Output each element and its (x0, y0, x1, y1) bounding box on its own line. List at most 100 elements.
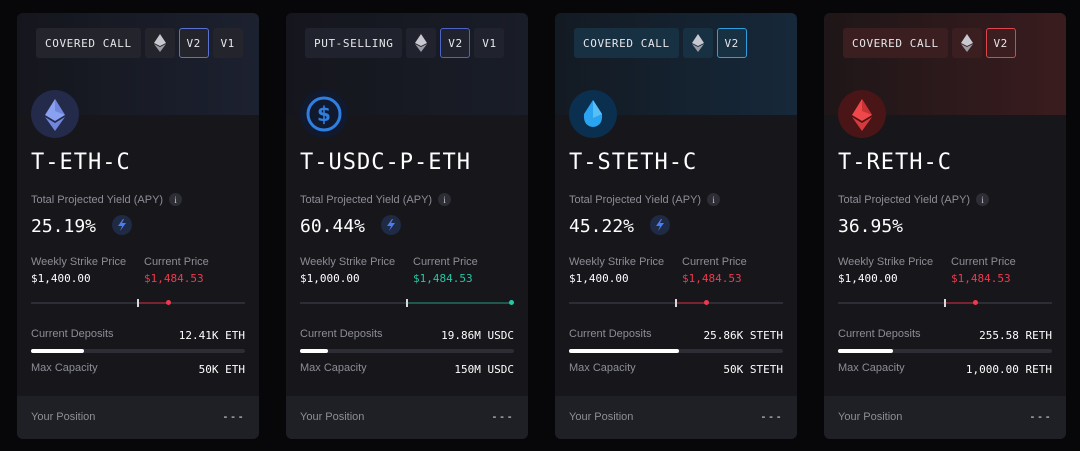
capacity-label: Max Capacity (838, 362, 905, 374)
capacity-label: Max Capacity (569, 362, 636, 374)
info-icon[interactable]: i (438, 193, 452, 206)
vault-card-t-steth-c[interactable]: COVERED CALL V2 T-STETH-C Total Projecte… (555, 13, 797, 439)
usdc-logo: $ (300, 90, 348, 138)
apy-value: 60.44% (300, 216, 366, 237)
current-price-label: Current Price (951, 256, 1016, 268)
capacity-value: 50K ETH (198, 363, 245, 376)
vault-tags: COVERED CALL V2 V1 (36, 28, 243, 58)
boost-bolt-icon[interactable] (112, 215, 132, 235)
strike-marker (137, 299, 139, 307)
price-diff-fill (945, 302, 975, 304)
deposits-value: 25.86K STETH (703, 329, 783, 342)
position-label: Your Position (31, 411, 96, 423)
current-price-value: $1,484.53 (413, 272, 473, 285)
product-name: T-STETH-C (569, 150, 698, 175)
capacity-value: 1,000.00 RETH (965, 363, 1052, 376)
strike-label: Weekly Strike Price (300, 256, 396, 268)
product-name: T-USDC-P-ETH (300, 150, 471, 175)
strategy-tag: COVERED CALL (843, 28, 948, 58)
strike-value: $1,000.00 (300, 272, 360, 285)
strike-marker (944, 299, 946, 307)
position-value: --- (760, 410, 783, 423)
position-label: Your Position (569, 411, 634, 423)
current-price-dot (509, 300, 514, 305)
current-price-label: Current Price (413, 256, 478, 268)
yield-label: Total Projected Yield (APY) i (31, 193, 183, 206)
eth-logo (31, 90, 79, 138)
current-price-value: $1,484.53 (951, 272, 1011, 285)
yield-label: Total Projected Yield (APY) i (838, 193, 990, 206)
position-label: Your Position (300, 411, 365, 423)
position-value: --- (1029, 410, 1052, 423)
version-tab-v2[interactable]: V2 (440, 28, 471, 58)
price-range-bar (31, 299, 245, 307)
capacity-label: Max Capacity (300, 362, 367, 374)
price-range-bar (300, 299, 514, 307)
steth-logo (569, 90, 617, 138)
position-value: --- (491, 410, 514, 423)
deposits-progress-fill (300, 349, 328, 353)
version-tab-v2[interactable]: V2 (178, 28, 209, 58)
boost-bolt-icon[interactable] (650, 215, 670, 235)
current-price-value: $1,484.53 (682, 272, 742, 285)
current-price-label: Current Price (144, 256, 209, 268)
version-tab-v1[interactable]: V1 (474, 28, 505, 58)
deposits-progress (31, 349, 245, 353)
position-row: Your Position --- (17, 396, 259, 439)
strike-marker (675, 299, 677, 307)
deposits-progress (838, 349, 1052, 353)
deposits-progress-fill (31, 349, 84, 353)
deposits-label: Current Deposits (838, 328, 921, 340)
vault-card-t-reth-c[interactable]: COVERED CALL V2 T-RETH-C Total Projected… (824, 13, 1066, 439)
yield-label: Total Projected Yield (APY) i (300, 193, 452, 206)
deposits-label: Current Deposits (31, 328, 114, 340)
eth-icon (951, 28, 982, 58)
apy-value: 36.95% (838, 216, 904, 237)
deposits-progress-fill (569, 349, 679, 353)
deposits-label: Current Deposits (300, 328, 383, 340)
position-label: Your Position (838, 411, 903, 423)
info-icon[interactable]: i (707, 193, 721, 206)
strike-value: $1,400.00 (838, 272, 898, 285)
strike-value: $1,400.00 (31, 272, 91, 285)
eth-icon (144, 28, 175, 58)
vault-tags: COVERED CALL V2 (574, 28, 747, 58)
version-tab-v2[interactable]: V2 (716, 28, 747, 58)
vault-card-t-usdc-p-eth[interactable]: PUT-SELLING V2 V1 $ T-USDC-P-ETH Total P… (286, 13, 528, 439)
strategy-tag: PUT-SELLING (305, 28, 403, 58)
position-row: Your Position --- (824, 396, 1066, 439)
vault-tags: PUT-SELLING V2 V1 (305, 28, 505, 58)
version-tab-v1[interactable]: V1 (212, 28, 243, 58)
version-tab-v2[interactable]: V2 (985, 28, 1016, 58)
vault-tags: COVERED CALL V2 (843, 28, 1016, 58)
info-icon[interactable]: i (976, 193, 990, 206)
apy-value: 25.19% (31, 216, 97, 237)
boost-bolt-icon[interactable] (381, 215, 401, 235)
strike-label: Weekly Strike Price (838, 256, 934, 268)
capacity-label: Max Capacity (31, 362, 98, 374)
price-range-bar (838, 299, 1052, 307)
deposits-value: 12.41K ETH (178, 329, 245, 342)
current-price-dot (973, 300, 978, 305)
strike-label: Weekly Strike Price (569, 256, 665, 268)
strike-label: Weekly Strike Price (31, 256, 127, 268)
product-name: T-RETH-C (838, 150, 952, 175)
capacity-value: 150M USDC (454, 363, 514, 376)
deposits-label: Current Deposits (569, 328, 652, 340)
yield-label: Total Projected Yield (APY) i (569, 193, 721, 206)
strike-marker (406, 299, 408, 307)
info-icon[interactable]: i (169, 193, 183, 206)
vault-card-t-eth-c[interactable]: COVERED CALL V2 V1 T-ETH-C Total Project… (17, 13, 259, 439)
strategy-tag: COVERED CALL (574, 28, 679, 58)
deposits-value: 19.86M USDC (441, 329, 514, 342)
svg-text:$: $ (317, 102, 331, 126)
apy-value: 45.22% (569, 216, 635, 237)
deposits-progress (300, 349, 514, 353)
price-diff-fill (407, 302, 511, 304)
capacity-value: 50K STETH (723, 363, 783, 376)
deposits-progress-fill (838, 349, 893, 353)
reth-logo (838, 90, 886, 138)
position-row: Your Position --- (555, 396, 797, 439)
deposits-value: 255.58 RETH (979, 329, 1052, 342)
price-diff-fill (676, 302, 706, 304)
